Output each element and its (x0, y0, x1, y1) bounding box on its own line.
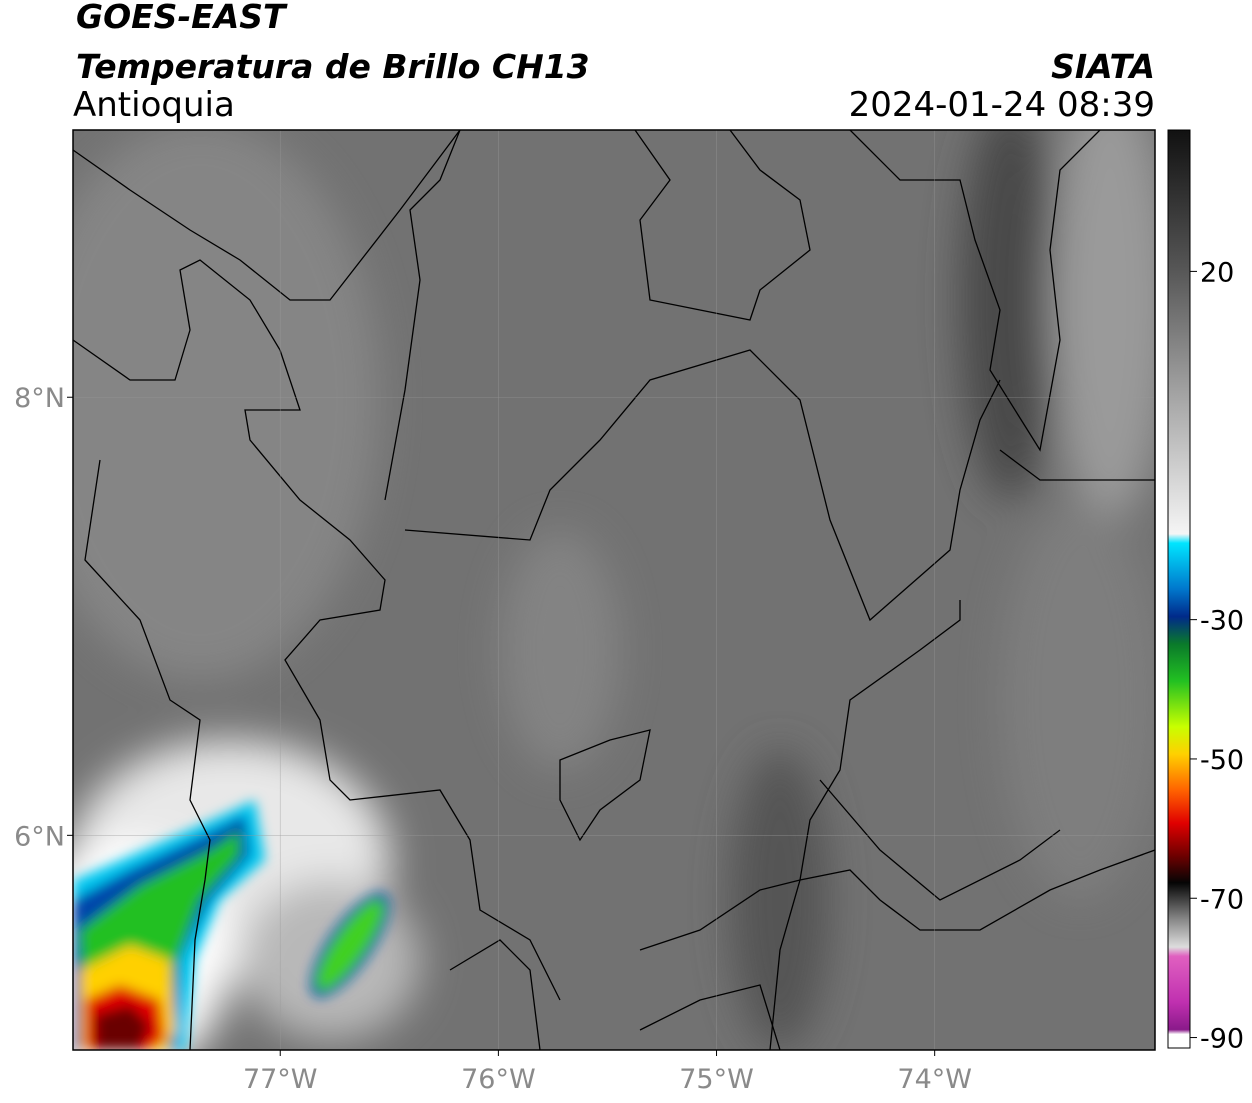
graticule (73, 130, 1155, 1050)
y-tick-label: 6°N (14, 821, 65, 852)
colorbar-tick-label: -70 (1200, 884, 1244, 915)
region: Antioquia (73, 85, 235, 125)
colorbar-tick-label: -30 (1200, 606, 1244, 637)
datetime: 2024-01-24 08:39 (849, 85, 1155, 125)
x-tick-label: 74°W (897, 1064, 972, 1095)
x-tick-label: 75°W (679, 1064, 754, 1095)
map-frame (72, 129, 1156, 1051)
source: SIATA (1051, 47, 1155, 86)
satellite-image (73, 130, 1155, 1050)
colorbar-tick-label: 20 (1200, 257, 1234, 288)
colorbar-tick-label: -90 (1200, 1024, 1244, 1055)
x-tick-label: 76°W (461, 1064, 536, 1095)
colorbar-tick-label: -50 (1200, 745, 1244, 776)
subtitle: Temperatura de Brillo CH13 (76, 47, 590, 86)
x-tick-label: 77°W (243, 1064, 318, 1095)
title: GOES-EAST (76, 0, 288, 36)
y-tick-label: 8°N (14, 383, 65, 414)
colorbar (1167, 129, 1191, 1049)
